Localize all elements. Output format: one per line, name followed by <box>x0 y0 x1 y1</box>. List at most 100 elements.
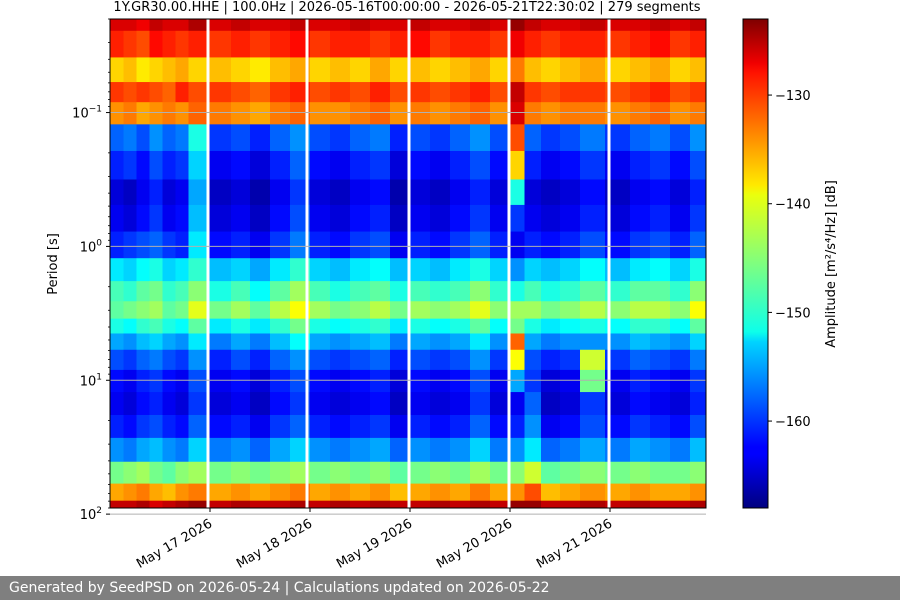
heatmap-cell <box>690 179 706 206</box>
heatmap-cell <box>410 179 431 206</box>
heatmap-cell <box>490 369 510 393</box>
heatmap-cell <box>175 461 190 485</box>
heatmap-cell <box>136 124 151 152</box>
heatmap-cell <box>541 483 561 502</box>
heatmap-cell <box>110 204 125 233</box>
heatmap-cell <box>136 349 151 371</box>
heatmap-cell <box>430 231 451 259</box>
heatmap-cell <box>370 258 391 282</box>
heatmap-cell <box>110 30 125 59</box>
heatmap-cell <box>670 150 691 181</box>
heatmap-cell <box>370 333 391 351</box>
heatmap-cell <box>670 102 691 125</box>
heatmap-cell <box>470 349 491 371</box>
heatmap-cell <box>250 281 271 302</box>
heatmap-cell <box>560 437 581 463</box>
y-tick-label: 102 <box>80 506 102 523</box>
heatmap-cell <box>149 82 164 103</box>
heatmap-cell <box>560 333 581 351</box>
heatmap-cell <box>175 124 190 152</box>
heatmap-cell <box>580 349 606 371</box>
heatmap-cell <box>250 349 271 371</box>
heatmap-cell <box>630 281 651 302</box>
heatmap-cell <box>650 500 671 508</box>
heatmap-cell <box>470 318 491 335</box>
heatmap-cell <box>450 333 471 351</box>
heatmap-cell <box>650 82 671 103</box>
heatmap-cell <box>110 414 125 439</box>
heatmap-cell <box>490 301 510 320</box>
heatmap-cell <box>175 333 190 351</box>
heatmap-cell <box>541 437 561 463</box>
heatmap-cell <box>580 30 606 59</box>
heatmap-cell <box>650 231 671 259</box>
heatmap-cell <box>580 301 606 320</box>
heatmap-cell <box>270 30 291 59</box>
heatmap-cell <box>188 500 210 508</box>
heatmap-cell <box>162 483 177 502</box>
heatmap-cell <box>208 461 232 485</box>
heatmap-cell <box>670 333 691 351</box>
y-axis-label: Period [s] <box>46 233 61 295</box>
heatmap-cell <box>390 500 411 508</box>
heatmap-cell <box>162 369 177 393</box>
heatmap-cell <box>541 102 561 125</box>
heatmap-cell <box>290 461 311 485</box>
heatmap-cell <box>524 150 542 181</box>
heatmap-cell <box>690 124 706 152</box>
heatmap-cell <box>470 369 491 393</box>
heatmap-cell <box>450 437 471 463</box>
heatmap-cell <box>580 82 606 103</box>
heatmap-cell <box>162 150 177 181</box>
heatmap-cell <box>430 318 451 335</box>
heatmap-cell <box>470 179 491 206</box>
heatmap-cell <box>508 82 526 103</box>
heatmap-cell <box>310 349 331 371</box>
heatmap-cell <box>410 82 431 103</box>
heatmap-cell <box>470 82 491 103</box>
heatmap-cell <box>370 57 391 83</box>
heatmap-cell <box>350 483 371 502</box>
data-gap <box>407 19 411 508</box>
heatmap-cell <box>690 30 706 59</box>
heatmap-cell <box>110 392 125 416</box>
heatmap-cell <box>630 204 651 233</box>
heatmap-cell <box>630 30 651 59</box>
data-gaps <box>206 19 611 508</box>
heatmap-cell <box>188 19 210 32</box>
heatmap-cell <box>390 19 411 32</box>
heatmap-cell <box>175 102 190 125</box>
heatmap-cell <box>188 333 210 351</box>
heatmap-cell <box>188 461 210 485</box>
heatmap-cell <box>175 318 190 335</box>
heatmap-cell <box>630 102 651 125</box>
heatmap-cell <box>430 437 451 463</box>
heatmap-cell <box>188 414 210 439</box>
heatmap-cell <box>650 124 671 152</box>
x-tick-label: May 18 2026 <box>234 516 315 571</box>
heatmap-cell <box>690 102 706 125</box>
heatmap-cell <box>110 318 125 335</box>
heatmap-cell <box>690 437 706 463</box>
heatmap-cell <box>450 19 471 32</box>
heatmap-cell <box>450 500 471 508</box>
heatmap-cell <box>370 30 391 59</box>
heatmap-cell <box>110 19 125 32</box>
heatmap-cell <box>605 82 631 103</box>
heatmap-cell <box>490 333 510 351</box>
heatmap-cell <box>470 301 491 320</box>
heatmap-cell <box>630 82 651 103</box>
heatmap-cell <box>231 179 251 206</box>
heatmap-cell <box>110 301 125 320</box>
heatmap-cell <box>310 124 331 152</box>
heatmap-cell <box>330 392 351 416</box>
heatmap-cell <box>310 258 331 282</box>
data-gap <box>305 19 309 508</box>
heatmap-cell <box>670 349 691 371</box>
heatmap-cell <box>541 392 561 416</box>
colorbar-label: Amplitude [m²/s⁴/Hz] [dB] <box>824 180 839 348</box>
heatmap-cell <box>310 369 331 393</box>
heatmap-cell <box>410 500 431 508</box>
heatmap-cell <box>605 19 631 32</box>
heatmap-cell <box>175 179 190 206</box>
